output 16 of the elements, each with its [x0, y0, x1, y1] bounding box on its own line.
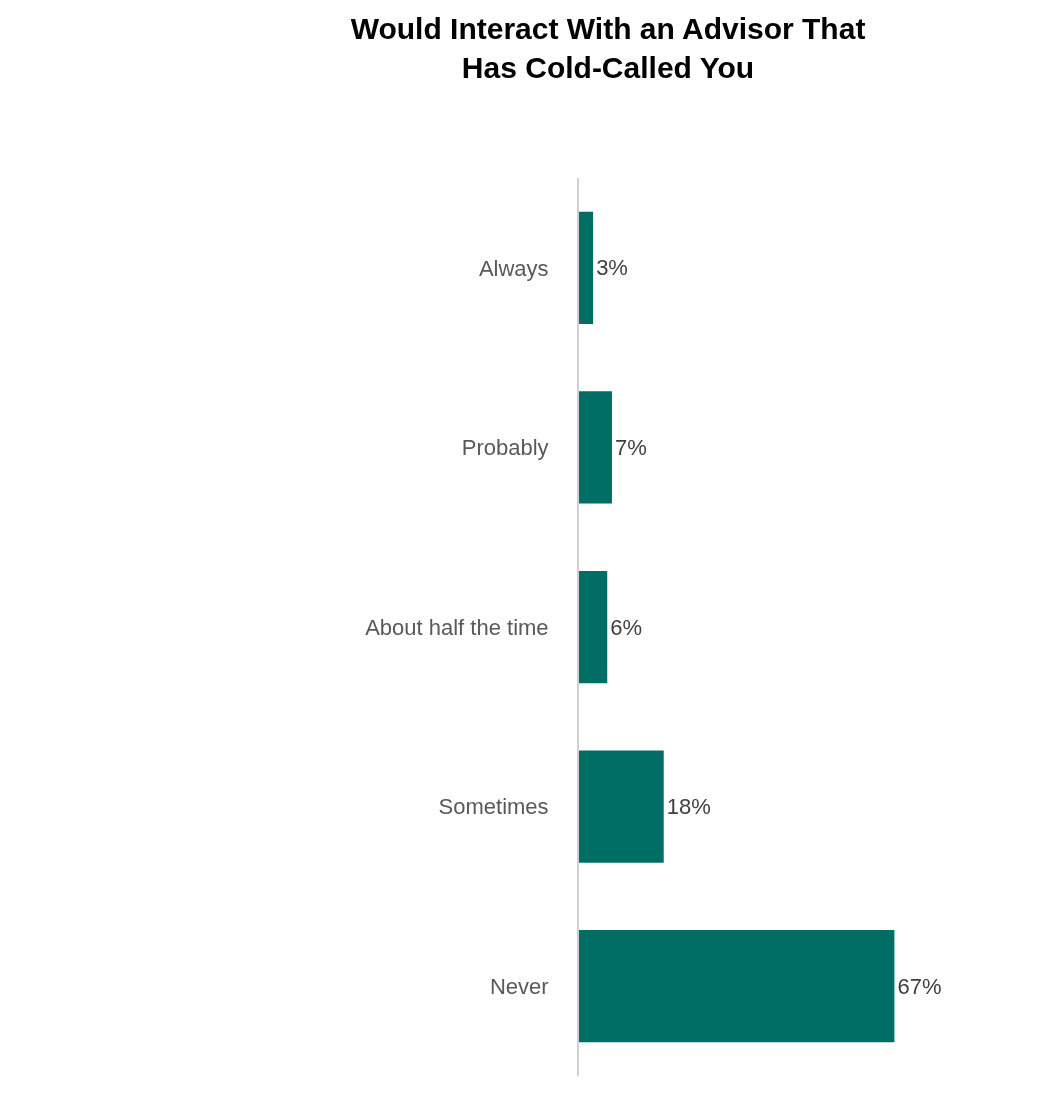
- bar: [579, 391, 612, 504]
- y-tick-label: Never: [489, 973, 549, 999]
- y-tick-label: Probably: [461, 435, 549, 461]
- y-tick-label: Sometimes: [438, 794, 549, 820]
- data-label: 6%: [610, 614, 643, 640]
- bar: [579, 930, 895, 1043]
- y-tick-label: Always: [478, 255, 549, 281]
- bar: [579, 570, 608, 684]
- bar: [579, 750, 664, 863]
- y-tick-label: About half the time: [365, 614, 549, 640]
- bar: [579, 211, 594, 324]
- data-label: 18%: [666, 794, 711, 820]
- chart-title: Would Interact With an Advisor That Has Cold-Called You: [350, 11, 866, 84]
- data-label: 7%: [614, 434, 647, 460]
- data-label: 3%: [596, 255, 628, 281]
- data-label: 67%: [897, 973, 942, 999]
